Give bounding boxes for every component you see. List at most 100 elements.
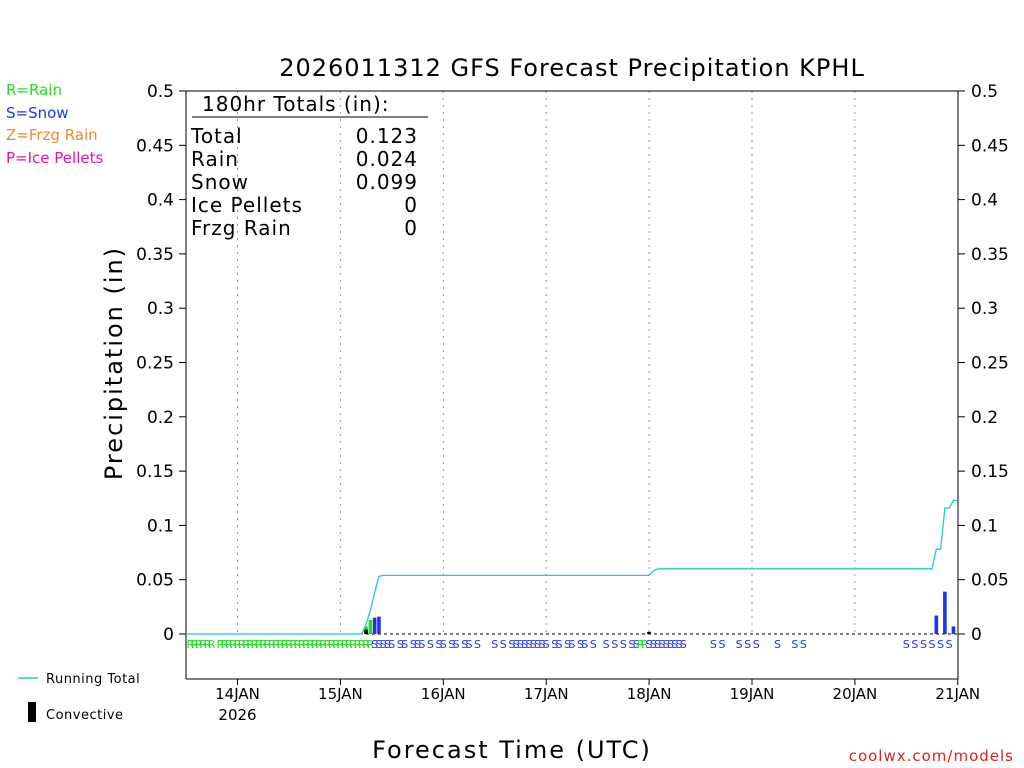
y-tick-label-right: 0.1 <box>971 516 998 536</box>
ptype-marker: S <box>440 638 447 651</box>
precip-bar <box>951 626 956 634</box>
legend-frzg-rain: Z=Frzg Rain <box>6 126 98 144</box>
totals-value-rain: 0.024 <box>356 147 418 171</box>
ptype-marker: S <box>911 638 918 651</box>
ptype-marker: R <box>354 638 362 651</box>
ptype-marker: S <box>538 638 545 651</box>
ptype-marker: R <box>242 638 250 651</box>
y-tick-label-left: 0.35 <box>136 245 174 265</box>
totals-label-ice-pellets: Ice Pellets <box>191 193 303 217</box>
ptype-marker: R <box>204 638 212 651</box>
ptype-marker: R <box>285 638 293 651</box>
ptype-marker: R <box>255 638 263 651</box>
ptype-marker: S <box>564 638 571 651</box>
y-tick-label-right: 0.05 <box>971 571 1009 591</box>
ptype-marker: R <box>302 638 310 651</box>
ptype-marker: S <box>736 638 743 651</box>
ptype-marker: S <box>410 638 417 651</box>
ptype-marker: S <box>534 638 541 651</box>
y-tick-label-right: 0.25 <box>971 354 1009 374</box>
ptype-marker: S <box>414 638 421 651</box>
ptype-marker: R <box>225 638 233 651</box>
totals-value-frzg-rain: 0 <box>404 216 418 240</box>
y-tick-label-left: 0.15 <box>136 462 174 482</box>
ptype-marker: S <box>671 638 678 651</box>
ptype-marker: S <box>633 638 640 651</box>
x-ticks: 14JAN 15JAN 16JAN 17JAN 18JAN 19JAN 20JAN 21JAN… <box>215 679 980 724</box>
ptype-marker: S <box>491 638 498 651</box>
ptype-marker: S <box>791 638 798 651</box>
ptype-marker: S <box>667 638 674 651</box>
watermark: coolwx.com/models <box>849 747 1014 765</box>
ptype-marker: S <box>658 638 665 651</box>
precip-bar <box>368 619 373 634</box>
ptype-marker: R <box>191 638 199 651</box>
gridlines <box>237 91 856 634</box>
y-tick-label-left: 0 <box>163 625 174 645</box>
ptype-marker: S <box>530 638 537 651</box>
x-tick-label: 14JAN <box>215 685 260 703</box>
ptype-marker: R <box>307 638 315 651</box>
ptype-marker: S <box>448 638 455 651</box>
ptype-marker: R <box>234 638 242 651</box>
x-tick-year: 2026 <box>218 706 256 724</box>
ptype-marker: R <box>268 638 276 651</box>
ptype-marker: S <box>397 638 404 651</box>
legend-snow: S=Snow <box>6 104 69 122</box>
totals-label-snow: Snow <box>191 170 249 194</box>
ptype-marker: R <box>324 638 332 651</box>
y-tick-label-right: 0.3 <box>971 299 998 319</box>
ptype-marker: S <box>676 638 683 651</box>
ptype-marker: R <box>349 638 357 651</box>
x-tick-label: 19JAN <box>730 685 775 703</box>
ptype-marker: R <box>315 638 323 651</box>
x-tick-label: 21JAN <box>935 685 980 703</box>
y-tick-label-right: 0.45 <box>971 136 1009 156</box>
ptype-marker: R <box>362 638 370 651</box>
ptype-marker: S <box>646 638 653 651</box>
ptype-marker: R <box>259 638 267 651</box>
precip-bar <box>377 616 381 634</box>
y-tick-label-left: 0.05 <box>136 571 174 591</box>
totals-value-snow: 0.099 <box>356 170 418 194</box>
running-total-series <box>186 499 958 635</box>
ptype-marker: R <box>298 638 306 651</box>
precip-bar <box>934 615 939 634</box>
ptype-marker: R <box>186 638 194 651</box>
y-tick-label-left: 0.1 <box>147 516 174 536</box>
ptype-marker: S <box>680 638 687 651</box>
ptype-marker: R <box>216 638 224 651</box>
ptype-marker: R <box>221 638 229 651</box>
ptype-marker: S <box>946 638 953 651</box>
ptype-marker: S <box>521 638 528 651</box>
ptype-marker: R <box>328 638 336 651</box>
ptype-marker: R <box>289 638 297 651</box>
y-tick-label-left: 0.4 <box>147 191 174 211</box>
ptype-marker: S <box>929 638 936 651</box>
ptype-marker: R <box>195 638 203 651</box>
precip-bar <box>372 617 377 634</box>
y-tick-label-right: 0.35 <box>971 245 1009 265</box>
y-tick-label-right: 0.4 <box>971 191 998 211</box>
ptype-marker: S <box>551 638 558 651</box>
y-tick-label-right: 0 <box>971 625 982 645</box>
y-tick-label-left: 0.25 <box>136 354 174 374</box>
ptype-marker: S <box>418 638 425 651</box>
ptype-marker: R <box>276 638 284 651</box>
ptype-marker: S <box>920 638 927 651</box>
ptype-marker: S <box>937 638 944 651</box>
ptype-marker: S <box>427 638 434 651</box>
x-tick-label: 16JAN <box>421 685 466 703</box>
ptype-marker: R <box>341 638 349 651</box>
totals-label-total: Total <box>190 124 243 148</box>
ptype-marker: S <box>581 638 588 651</box>
y-tick-label-right: 0.2 <box>971 408 998 428</box>
ptype-marker: S <box>577 638 584 651</box>
ptype-marker: R <box>208 638 216 651</box>
ptype-marker: S <box>517 638 524 651</box>
ptype-marker: R <box>358 638 366 651</box>
ptype-marker: S <box>556 638 563 651</box>
ptype-marker: S <box>718 638 725 651</box>
ptype-marker: S <box>753 638 760 651</box>
